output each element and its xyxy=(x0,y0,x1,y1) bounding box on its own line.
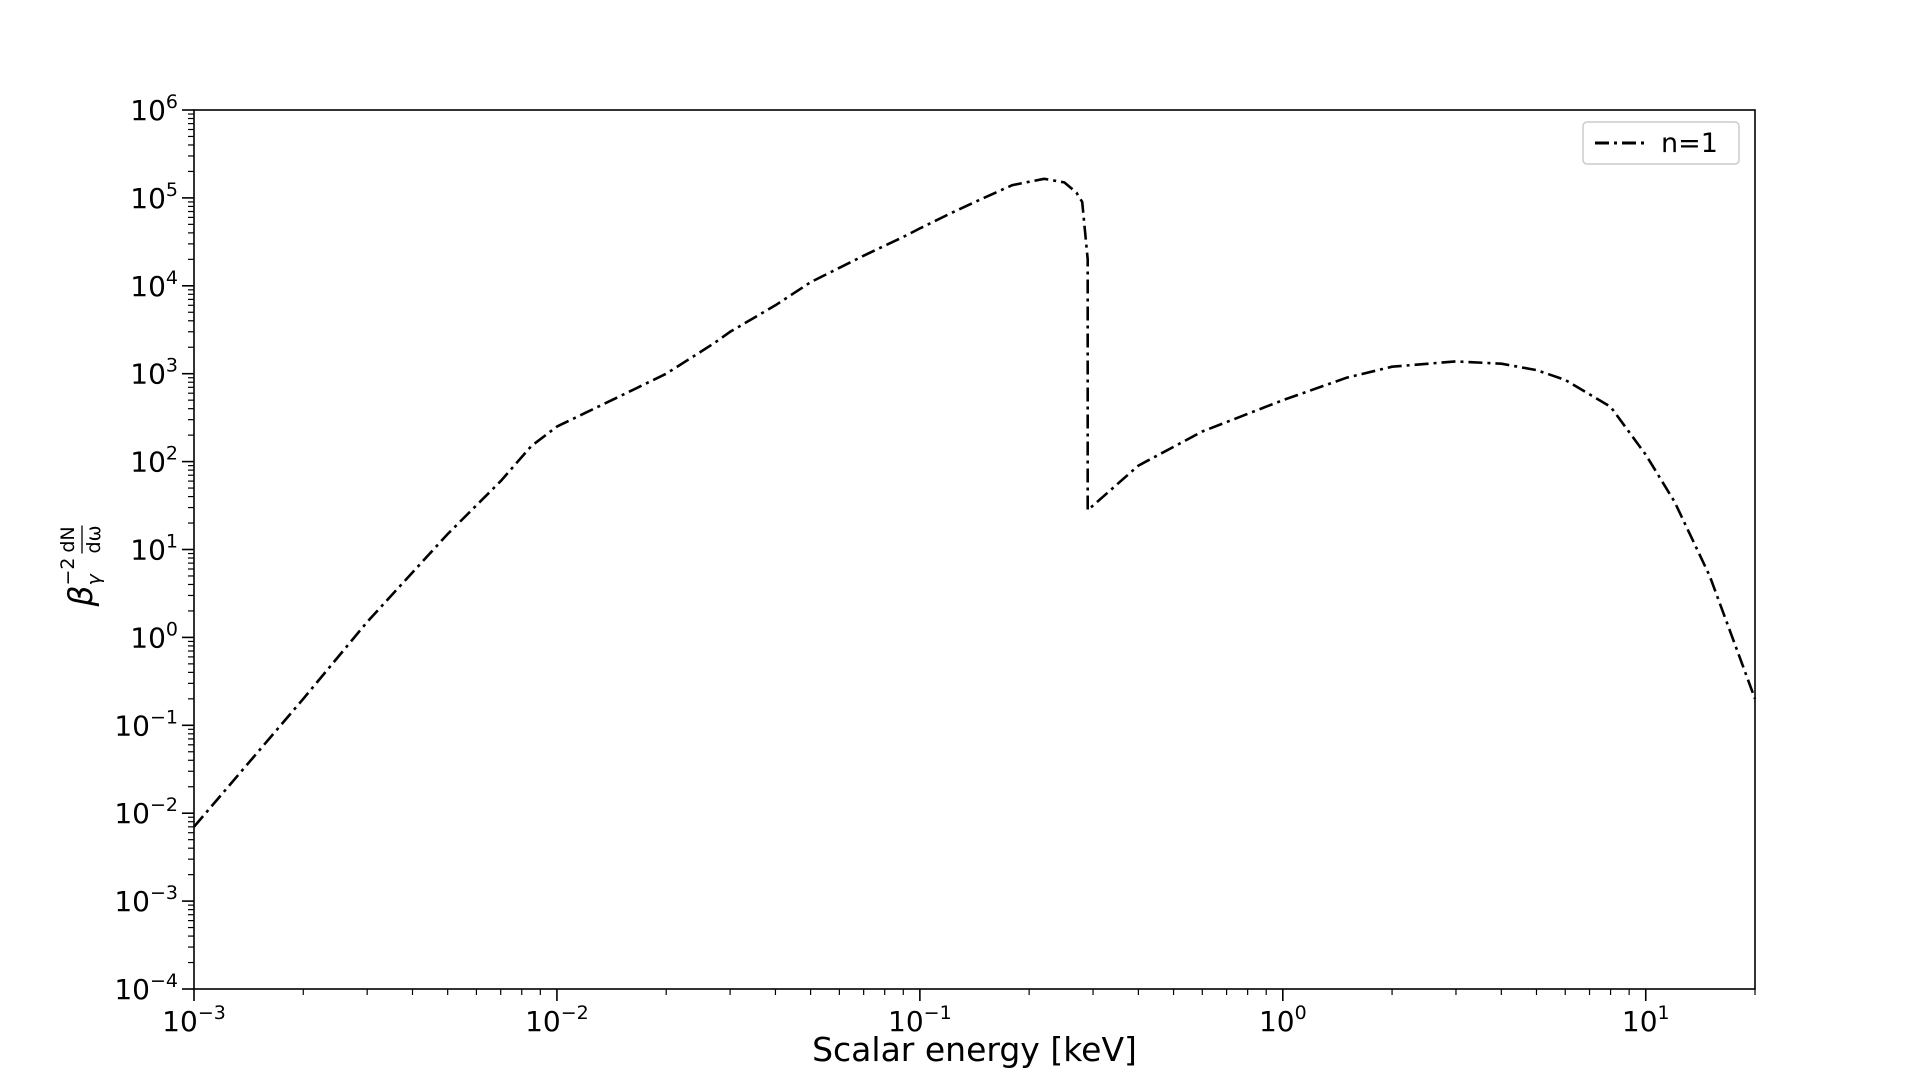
y-tick-label: 103 xyxy=(130,355,178,391)
y-tick-label: 106 xyxy=(130,91,178,127)
legend-box xyxy=(1582,121,1740,165)
x-tick-label: 10−2 xyxy=(525,1002,589,1038)
y-axis-label-fraction-numerator: dN xyxy=(57,526,79,552)
y-tick-label: 100 xyxy=(130,618,178,654)
y-tick-label: 10−4 xyxy=(114,970,178,1006)
x-tick-label: 101 xyxy=(1622,1002,1670,1038)
ticks-layer: 10−3 10−2 10−1 100 101 106 105 104 103 102 101 100 1… xyxy=(114,91,1756,1038)
y-tick-label: 10−3 xyxy=(114,882,178,918)
y-tick-label: 105 xyxy=(130,179,178,215)
x-tick-label: 10−1 xyxy=(888,1002,952,1038)
x-axis-label: Scalar energy [keV] xyxy=(812,1030,1137,1069)
y-axis-label-subscript: γ xyxy=(83,573,105,586)
series-line-n-1 xyxy=(193,177,1757,828)
legend-label: n=1 xyxy=(1661,128,1718,159)
series-layer xyxy=(193,177,1757,828)
y-axis-label-fraction-denominator: dω xyxy=(83,526,105,554)
x-tick-label: 100 xyxy=(1259,1002,1307,1038)
plot-frame xyxy=(193,109,1756,990)
y-tick-label: 10−2 xyxy=(114,794,178,830)
legend: n=1 xyxy=(1582,121,1740,165)
y-tick-label: 104 xyxy=(130,267,178,303)
y-axis-label-base: β xyxy=(61,585,100,607)
y-tick-label: 101 xyxy=(130,531,178,567)
y-axis-label: β γ −2 dN dω xyxy=(57,525,105,608)
y-tick-label: 10−1 xyxy=(114,706,178,742)
x-tick-label: 10−3 xyxy=(162,1002,226,1038)
y-tick-label: 102 xyxy=(130,443,178,479)
y-axis-label-superscript: −2 xyxy=(57,557,79,585)
